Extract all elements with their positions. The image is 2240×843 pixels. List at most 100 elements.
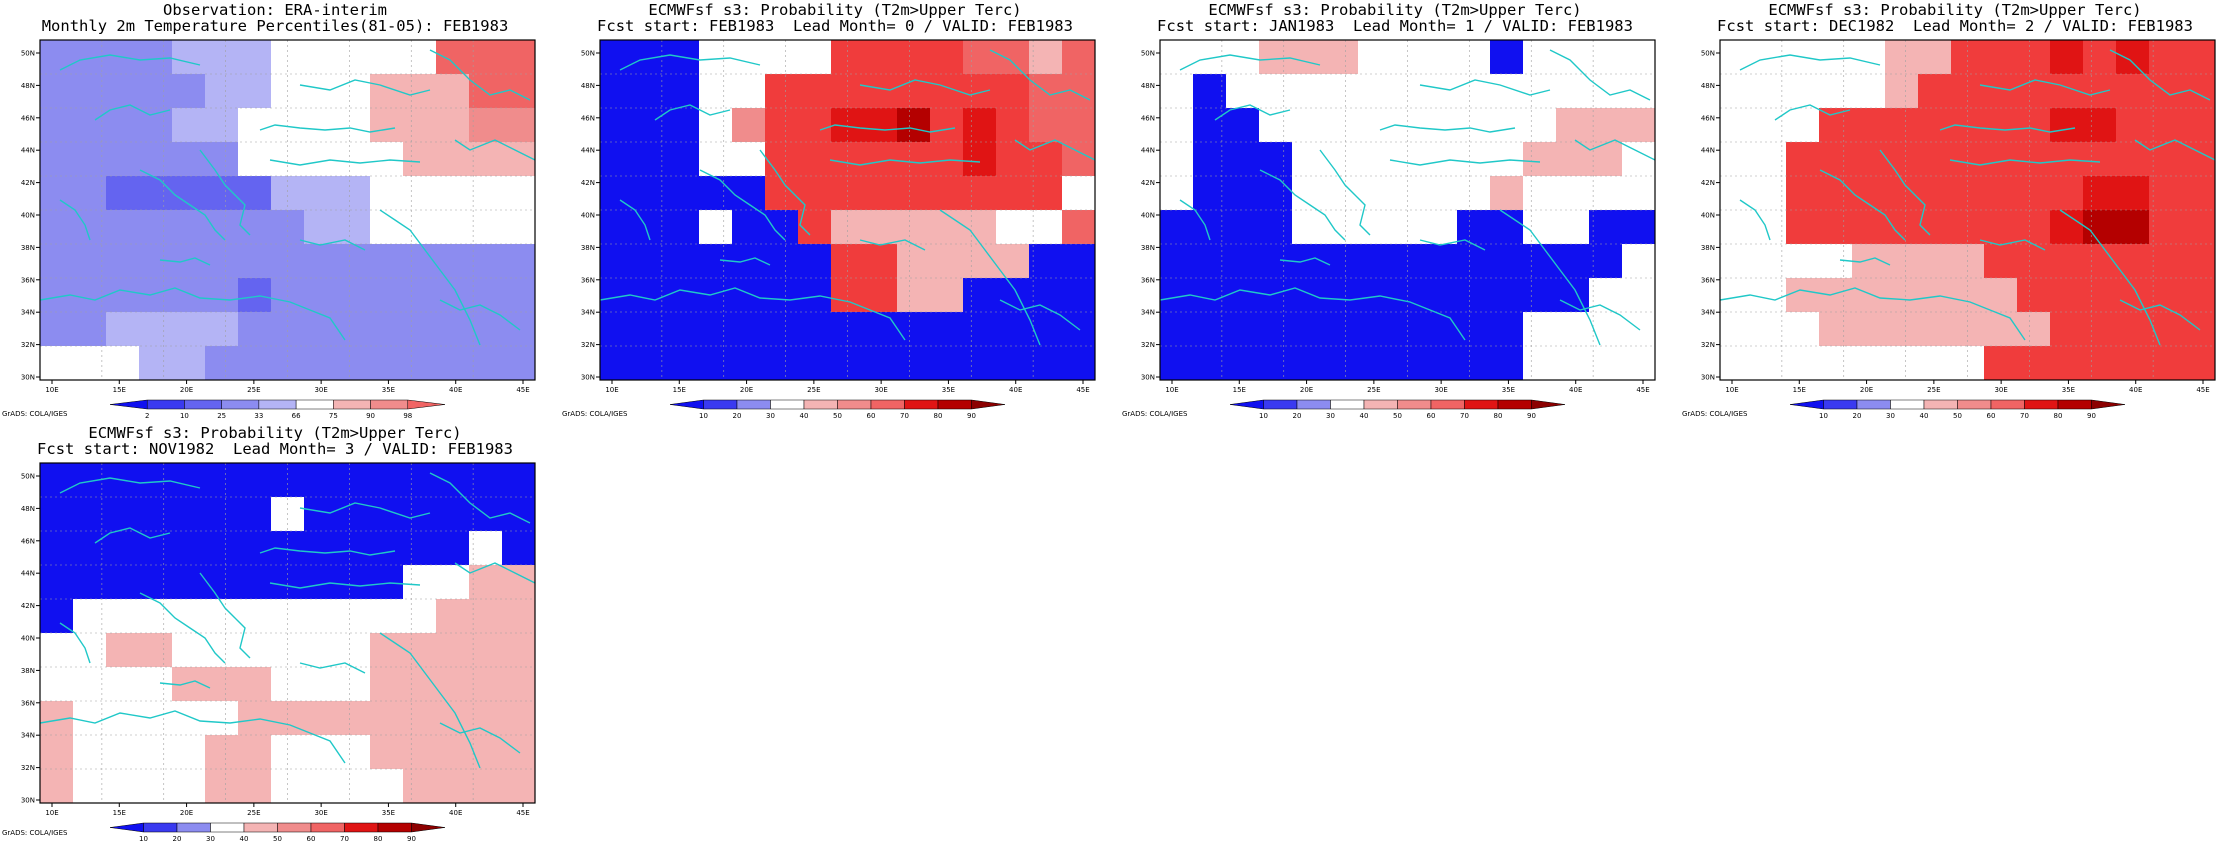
lon-tick-label: 35E	[2062, 386, 2075, 394]
heatmap-cell	[502, 701, 536, 736]
heatmap-cell	[238, 74, 272, 109]
heatmap-cell	[1819, 346, 1853, 381]
lon-tick-label: 25E	[247, 809, 260, 817]
coastline	[269, 582, 421, 589]
heatmap-cell	[469, 565, 503, 600]
lat-tick-label: 40N	[581, 212, 595, 220]
lon-tick-label: 20E	[180, 809, 193, 817]
heatmap-cell	[1259, 346, 1293, 381]
heatmap-cell	[1753, 142, 1787, 177]
heatmap-cell	[765, 108, 799, 143]
coastline	[859, 79, 991, 96]
lat-tick-label: 30N	[1701, 374, 1715, 382]
heatmap-cell	[1786, 142, 1820, 177]
lon-tick-label: 15E	[673, 386, 686, 394]
lead2-panel: ECMWFsf s3: Probability (T2m>Upper Terc)…	[1680, 0, 2230, 420]
heatmap-cell	[1062, 278, 1096, 313]
heatmap-cell	[106, 278, 140, 313]
heatmap-cell	[2116, 278, 2150, 313]
heatmap-cell	[238, 210, 272, 245]
heatmap-cell	[1885, 40, 1919, 75]
lon-tick-label: 45E	[516, 809, 529, 817]
heatmap-cell	[40, 667, 74, 702]
lon-tick-label: 10E	[1725, 386, 1738, 394]
plot-frame	[599, 39, 1096, 381]
heatmap-cell	[1358, 210, 1392, 245]
heatmap-cell	[699, 278, 733, 313]
heatmap-cell	[1193, 142, 1227, 177]
heatmap-cell	[106, 244, 140, 279]
heatmap-cell	[1589, 108, 1623, 143]
heatmap-cell	[633, 278, 667, 313]
heatmap-cell	[436, 40, 470, 75]
coastline	[619, 199, 651, 241]
lat-tick-label: 46N	[21, 537, 35, 545]
heatmap-cell	[1819, 142, 1853, 177]
coastline	[1499, 209, 1601, 346]
heatmap-cell	[139, 210, 173, 245]
heatmap-cell	[996, 40, 1030, 75]
heatmap-cell	[2116, 108, 2150, 143]
heatmap-cell	[2182, 244, 2216, 279]
lat-tick-label: 36N	[1141, 276, 1155, 284]
heatmap-cell	[1490, 278, 1524, 313]
lon-tick-label: 45E	[2196, 386, 2209, 394]
heatmap-cell	[1984, 142, 2018, 177]
coastline	[439, 299, 521, 331]
lon-tick-label: 15E	[1233, 386, 1246, 394]
coastline	[1259, 169, 1346, 241]
heatmap-cell	[205, 312, 239, 347]
colorbar-label: 30	[206, 835, 215, 843]
heatmap-cell	[172, 40, 206, 75]
heatmap-cell	[2116, 346, 2150, 381]
heatmap-cell	[73, 531, 107, 566]
heatmap-cell	[40, 633, 74, 668]
heatmap-cell	[930, 176, 964, 211]
heatmap-cell	[73, 769, 107, 804]
heatmap-cell	[2017, 210, 2051, 245]
heatmap-cell	[73, 40, 107, 75]
heatmap-cell	[139, 40, 173, 75]
heatmap-cell	[436, 633, 470, 668]
heatmap-cell	[1358, 108, 1392, 143]
heatmap-cell	[600, 244, 634, 279]
heatmap-cell	[1819, 312, 1853, 347]
coastline	[1879, 149, 1931, 236]
heatmap-cell	[1753, 312, 1787, 347]
lat-tick-label: 44N	[21, 147, 35, 155]
colorbar-label: 70	[340, 835, 349, 843]
heatmap-cell	[1556, 40, 1590, 75]
heatmap-cell	[1292, 210, 1326, 245]
heatmap-cell	[370, 210, 404, 245]
colorbar-label: 70	[1460, 412, 1469, 420]
heatmap-cell	[732, 40, 766, 75]
heatmap-cell	[304, 210, 338, 245]
heatmap-cell	[1325, 278, 1359, 313]
heatmap-cell	[139, 463, 173, 498]
plot-frame	[39, 39, 536, 381]
heatmap-cell	[1556, 210, 1590, 245]
heatmap-cell	[1325, 40, 1359, 75]
lat-tick-label: 44N	[21, 570, 35, 578]
colorbar-swatch	[1531, 399, 1566, 410]
heatmap-cell	[897, 210, 931, 245]
heatmap-map: 10E 15E 20E 25E 30E 35E 40E 45E 30N 32N 34N 36N 38N 4…	[21, 462, 536, 843]
heatmap-cell	[304, 278, 338, 313]
heatmap-cell	[1490, 108, 1524, 143]
colorbar-label: 66	[292, 412, 301, 420]
heatmap-cell	[436, 599, 470, 634]
heatmap-cell	[337, 701, 371, 736]
heatmap-cell	[1556, 312, 1590, 347]
panel-subtitle: Fcst start: NOV1982 Lead Month= 3 / VALI…	[37, 440, 513, 458]
colorbar-label: 60	[1427, 412, 1436, 420]
heatmap-cell	[930, 40, 964, 75]
plot-frame	[39, 462, 536, 804]
heatmap-cell	[996, 176, 1030, 211]
lon-tick-label: 40E	[1569, 386, 1582, 394]
heatmap-cell	[238, 176, 272, 211]
heatmap-cell	[1523, 40, 1557, 75]
heatmap-cell	[1325, 74, 1359, 109]
heatmap-cell	[798, 176, 832, 211]
heatmap-cell	[73, 463, 107, 498]
heatmap-cell	[1358, 244, 1392, 279]
